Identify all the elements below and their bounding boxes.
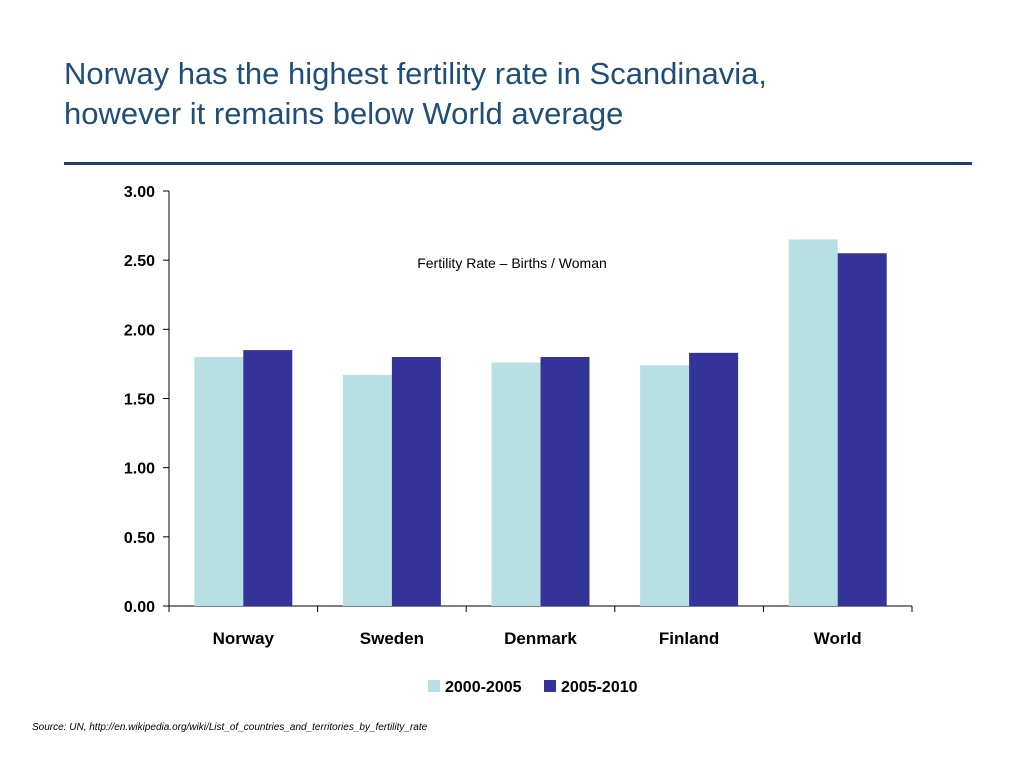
bar-norway-2005-2010 (243, 350, 293, 606)
x-category-label: World (814, 629, 862, 648)
bar-denmark-2005-2010 (540, 357, 590, 606)
y-tick-label: 2.00 (124, 322, 155, 339)
bar-norway-2000-2005 (194, 357, 244, 606)
x-category-label: Denmark (504, 629, 577, 648)
y-tick-label: 0.00 (124, 599, 155, 616)
y-tick-label: 1.00 (124, 461, 155, 478)
bar-finland-2005-2010 (689, 352, 739, 606)
legend-swatch (544, 680, 556, 692)
title-line-1: Norway has the highest fertility rate in… (64, 56, 768, 91)
chart-container: 0.00 0.50 1.00 1.50 2.00 2.50 3.00 Norway Sweden… (0, 170, 1024, 710)
bar-finland-2000-2005 (640, 365, 690, 606)
y-tick-label: 2.50 (124, 253, 155, 270)
x-category-label: Norway (213, 629, 275, 648)
bar-sweden-2005-2010 (391, 357, 441, 606)
y-tick-label: 3.00 (124, 184, 155, 201)
legend-swatch (428, 680, 440, 692)
bar-sweden-2000-2005 (342, 374, 392, 606)
legend-label: 2005-2010 (561, 679, 638, 696)
title-line-2: however it remains below World average (64, 96, 624, 131)
bar-denmark-2000-2005 (491, 362, 541, 606)
x-category-label: Finland (659, 629, 719, 648)
bar-chart: 0.00 0.50 1.00 1.50 2.00 2.50 3.00 Norway Sweden… (124, 184, 913, 696)
title-divider (64, 162, 972, 165)
bar-world-2000-2005 (788, 239, 838, 606)
legend-label: 2000-2005 (445, 679, 522, 696)
y-tick-label: 0.50 (124, 530, 155, 547)
bar-world-2005-2010 (837, 253, 887, 606)
source-note: Source: UN, http://en.wikipedia.org/wiki… (32, 722, 428, 733)
slide-title: Norway has the highest fertility rate in… (64, 54, 964, 134)
chart-annotation: Fertility Rate – Births / Woman (417, 255, 607, 271)
x-category-label: Sweden (360, 629, 424, 648)
y-tick-label: 1.50 (124, 392, 155, 409)
